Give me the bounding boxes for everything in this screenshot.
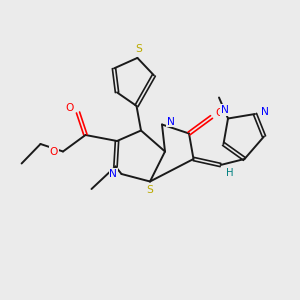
- Text: S: S: [136, 44, 142, 55]
- Text: N: N: [167, 116, 175, 127]
- Text: H: H: [226, 167, 233, 178]
- Text: N: N: [221, 105, 229, 115]
- Text: N: N: [109, 169, 117, 179]
- Text: O: O: [65, 103, 74, 113]
- Text: O: O: [216, 108, 224, 118]
- Text: O: O: [50, 147, 58, 157]
- Text: N: N: [261, 106, 268, 117]
- Text: S: S: [147, 185, 153, 195]
